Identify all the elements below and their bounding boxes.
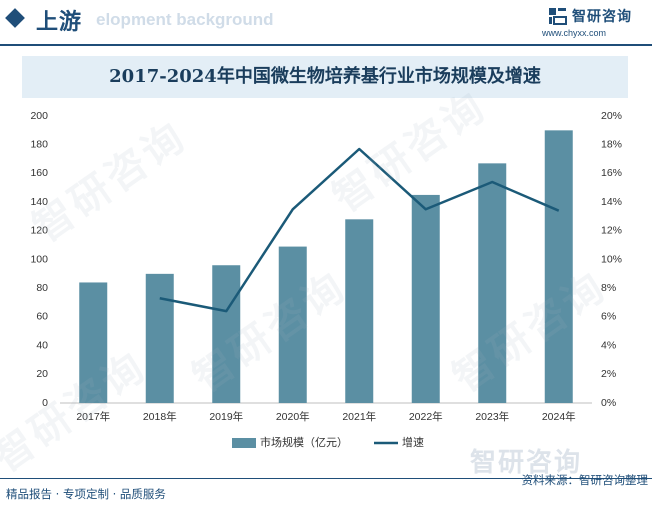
brand: 智研咨询 www.chyxx.com	[542, 6, 638, 40]
y-right-tick-label: 20%	[601, 110, 622, 122]
brand-logo-icon	[549, 8, 567, 25]
chart: 0 20 40 60 80 100 120 140 160 180 200 0% 2% 4% 6% 8% 10%…	[30, 110, 622, 449]
footer-source: 资料来源：智研咨询整理	[521, 473, 649, 487]
y-right-tick-label: 16%	[601, 167, 622, 179]
brand-url: www.chyxx.com	[542, 28, 607, 38]
footer: 智研咨询 精品报告 · 专项定制 · 品质服务 资料来源：智研咨询整理	[0, 448, 652, 508]
y-right-tick-label: 0%	[601, 397, 616, 409]
bar	[478, 163, 507, 403]
footer-watermark: 智研咨询	[470, 448, 583, 478]
bar	[411, 194, 440, 403]
header-divider	[0, 44, 652, 46]
bar	[544, 130, 573, 403]
y-right-tick-label: 14%	[601, 196, 622, 208]
y-right-tick-label: 4%	[601, 339, 616, 351]
x-tick-label: 2024年	[542, 410, 576, 423]
header: 上游 elopment background 智研咨询 www.chyxx.co…	[0, 0, 652, 46]
y-left-tick-label: 0	[42, 397, 48, 409]
legend-label: 增速	[402, 435, 424, 449]
bar	[79, 282, 108, 403]
y-right-tick-label: 12%	[601, 225, 622, 237]
growth-line	[159, 147, 560, 313]
x-tick-label: 2017年	[76, 410, 110, 423]
x-tick-label: 2020年	[276, 410, 310, 423]
bar	[278, 246, 307, 403]
bar	[145, 273, 174, 403]
x-tick-label: 2023年	[475, 410, 509, 423]
section-title: 上游	[36, 9, 83, 35]
y-left-tick-label: 40	[36, 339, 48, 351]
y-right-tick-label: 8%	[601, 282, 616, 294]
y-left-tick-label: 200	[30, 110, 48, 122]
footer-slogan: 精品报告 · 专项定制 · 品质服务	[6, 487, 166, 501]
bar	[212, 265, 241, 403]
ghost-watermark-text: elopment background	[96, 10, 274, 29]
brand-name: 智研咨询	[572, 9, 632, 25]
diamond-icon	[5, 8, 25, 28]
y-left-tick-label: 20	[36, 368, 48, 380]
y-right-tick-label: 6%	[601, 311, 616, 323]
y-left-tick-label: 80	[36, 282, 48, 294]
y-right-tick-label: 10%	[601, 253, 622, 265]
x-tick-label: 2018年	[143, 410, 177, 423]
y-left-tick-label: 160	[30, 167, 48, 179]
y-left-tick-label: 120	[30, 225, 48, 237]
bar	[345, 219, 374, 403]
footer-divider	[0, 478, 652, 479]
y-left-tick-label: 140	[30, 196, 48, 208]
x-tick-label: 2021年	[342, 410, 376, 423]
x-tick-label: 2022年	[409, 410, 443, 423]
y-left-tick-label: 180	[30, 138, 48, 150]
x-tick-label: 2019年	[209, 410, 243, 423]
y-left-tick-label: 100	[30, 253, 48, 265]
y-left-tick-label: 60	[36, 311, 48, 323]
legend-bar-swatch	[232, 438, 256, 448]
legend-label: 市场规模（亿元）	[260, 435, 348, 449]
y-right-tick-label: 2%	[601, 368, 616, 380]
y-right-tick-label: 18%	[601, 138, 622, 150]
chart-title: 2017-2024年中国微生物培养基行业市场规模及增速	[109, 66, 541, 87]
chart-title-bar: 2017-2024年中国微生物培养基行业市场规模及增速	[22, 56, 628, 98]
